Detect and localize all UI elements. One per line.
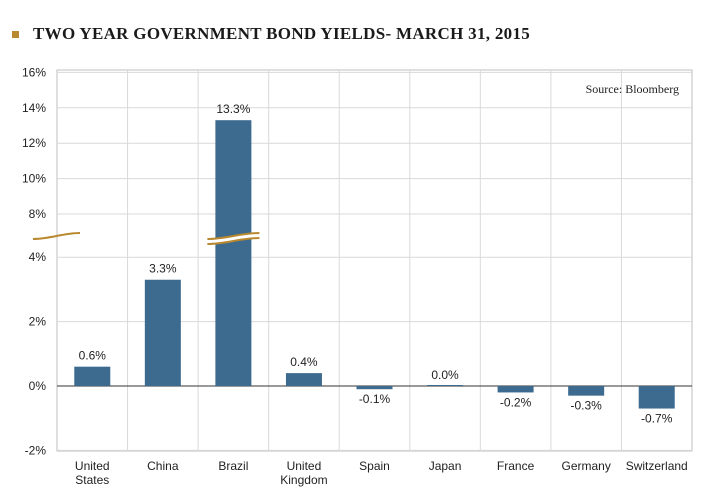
bar bbox=[285, 373, 322, 386]
category-label: States bbox=[75, 473, 109, 487]
category-label: Switzerland bbox=[626, 459, 688, 473]
data-label: -0.1% bbox=[359, 392, 391, 406]
y-tick-label: -2% bbox=[25, 443, 47, 457]
category-label: Spain bbox=[359, 459, 390, 473]
bar bbox=[427, 385, 464, 386]
data-label: -0.7% bbox=[641, 412, 673, 426]
y-tick-label: 2% bbox=[29, 315, 47, 329]
bar bbox=[497, 386, 534, 393]
title-row: TWO YEAR GOVERNMENT BOND YIELDS- MARCH 3… bbox=[12, 20, 530, 48]
bar bbox=[215, 120, 252, 386]
category-label: Japan bbox=[429, 459, 462, 473]
y-tick-label: 4% bbox=[29, 250, 47, 264]
y-tick-label: 8% bbox=[29, 207, 47, 221]
category-label: Germany bbox=[561, 459, 610, 473]
bar bbox=[568, 386, 605, 396]
plot-frame bbox=[56, 69, 693, 452]
data-label: 0.0% bbox=[431, 368, 459, 382]
bar bbox=[356, 386, 393, 390]
bar bbox=[144, 279, 181, 386]
data-label: -0.3% bbox=[570, 399, 602, 413]
y-tick-label: 0% bbox=[29, 379, 47, 393]
bar-break-mark bbox=[207, 232, 260, 240]
category-label: Brazil bbox=[218, 459, 248, 473]
title-bullet-icon bbox=[12, 30, 19, 38]
bar-break-gap bbox=[207, 233, 260, 244]
data-label: 13.3% bbox=[216, 102, 250, 116]
category-label: United bbox=[287, 459, 322, 473]
source-note: Source: Bloomberg bbox=[586, 82, 679, 96]
category-label: China bbox=[147, 459, 179, 473]
category-label: Kingdom bbox=[280, 473, 327, 487]
y-tick-label: 10% bbox=[22, 172, 46, 186]
y-tick-label: 14% bbox=[22, 101, 46, 115]
chart-title: TWO YEAR GOVERNMENT BOND YIELDS- MARCH 3… bbox=[33, 24, 531, 43]
axis-break-mark bbox=[32, 232, 81, 240]
category-label: United bbox=[75, 459, 110, 473]
data-label: 0.4% bbox=[290, 355, 318, 369]
category-label: France bbox=[497, 459, 535, 473]
data-label: 3.3% bbox=[149, 262, 177, 276]
y-tick-label: 12% bbox=[22, 136, 46, 150]
y-tick-label: 16% bbox=[22, 65, 46, 79]
data-label: 0.6% bbox=[79, 349, 107, 363]
bar bbox=[638, 386, 675, 409]
bar-break-mark bbox=[207, 237, 260, 245]
bar bbox=[74, 366, 111, 386]
data-label: -0.2% bbox=[500, 395, 532, 409]
